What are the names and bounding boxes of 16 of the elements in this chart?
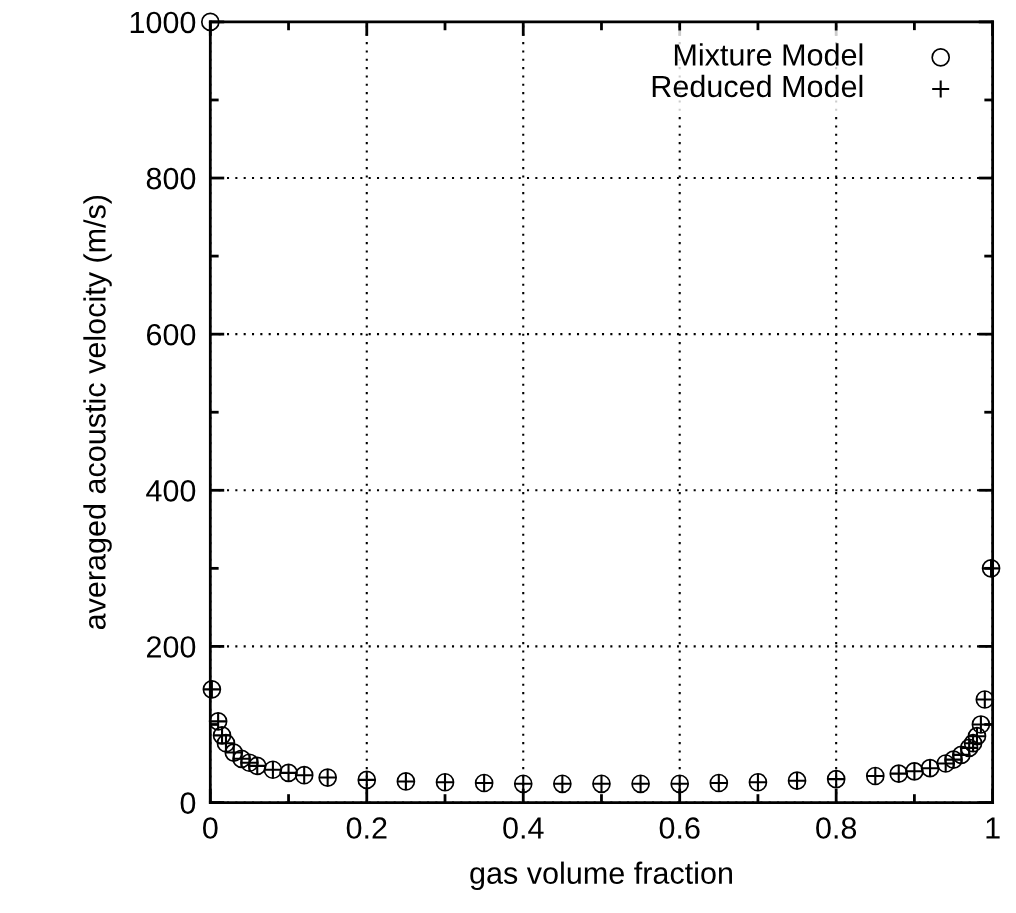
x-tick-label: 0: [203, 817, 218, 839]
x-axis-title: gas volume fraction: [470, 861, 732, 891]
x-tick-label: 0.6: [659, 817, 700, 839]
y-tick-label: 200: [146, 636, 196, 658]
y-tick-label: 1000: [130, 11, 196, 34]
y-tick-label: 400: [146, 480, 196, 502]
x-tick-label: 0.8: [816, 817, 857, 839]
y-tick-label: 600: [147, 323, 196, 346]
x-tick-label: 1: [986, 817, 1000, 839]
y-tick-label: 0: [180, 792, 196, 814]
x-tick-label: 0.4: [503, 817, 544, 839]
y-axis-title: averaged acoustic velocity (m/s): [83, 195, 112, 630]
legend-label: Reduced Model: [652, 74, 863, 98]
y-tick-label: 800: [146, 167, 196, 190]
legend-label: Mixture Model: [674, 43, 863, 66]
x-tick-label: 0.2: [346, 817, 387, 839]
